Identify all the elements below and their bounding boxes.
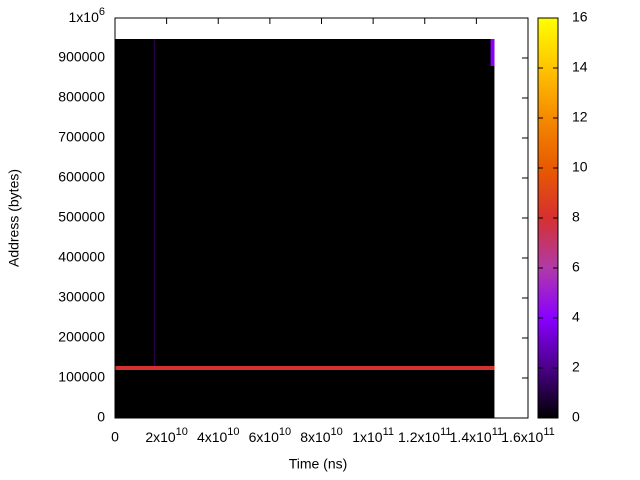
colorbar-tick-label: 12 <box>572 109 588 125</box>
colorbar-tick-label: 10 <box>572 159 588 175</box>
y-tick-label: 500000 <box>58 209 105 225</box>
y-tick-label: 300000 <box>58 289 105 305</box>
tick-label-base: 1x10 <box>69 9 100 25</box>
x-tick-label: 1.4x1011 <box>450 426 503 445</box>
tick-label-exponent: 6 <box>99 6 105 18</box>
y-tick-label: 1x106 <box>69 6 105 25</box>
y-axis-label: Address (bytes) <box>6 169 22 267</box>
y-tick-label: 800000 <box>58 89 105 105</box>
colorbar-tick-label: 0 <box>572 409 580 425</box>
tick-label-base: 8x10 <box>300 429 331 445</box>
y-tick-label: 0 <box>97 409 105 425</box>
colorbar-tick-label: 8 <box>572 209 580 225</box>
y-tick-label: 900000 <box>58 49 105 65</box>
y-tick-label: 100000 <box>58 369 105 385</box>
tick-label-base: 4x10 <box>197 429 228 445</box>
y-tick-label: 400000 <box>58 249 105 265</box>
heat-cell <box>490 39 495 66</box>
y-tick-label: 600000 <box>58 169 105 185</box>
x-tick-label: 2x1010 <box>145 426 188 445</box>
tick-label-base: 6x10 <box>249 429 280 445</box>
heat-cell <box>115 366 495 370</box>
heat-cell <box>153 39 156 366</box>
heat-cell <box>115 39 495 418</box>
tick-label-base: 1x10 <box>352 429 383 445</box>
x-tick-label: 8x1010 <box>300 426 343 445</box>
tick-label-exponent: 10 <box>279 426 291 438</box>
colorbar-tick-label: 2 <box>572 359 580 375</box>
tick-label-exponent: 11 <box>383 426 394 438</box>
colorbar-tick-label: 6 <box>572 259 580 275</box>
tick-label-exponent: 10 <box>176 426 188 438</box>
x-tick-label: 4x1010 <box>197 426 240 445</box>
x-tick-label: 6x1010 <box>249 426 292 445</box>
colorbar-tick-label: 14 <box>572 59 588 75</box>
tick-label-exponent: 11 <box>492 426 503 438</box>
x-tick-label: 0 <box>111 429 119 445</box>
y-tick-label: 700000 <box>58 129 105 145</box>
tick-label-exponent: 10 <box>227 426 239 438</box>
x-axis-label: Time (ns) <box>289 456 348 472</box>
colorbar-tick-label: 4 <box>572 309 580 325</box>
tick-label-base: 1.4x10 <box>450 429 492 445</box>
x-tick-label: 1x1011 <box>352 426 394 445</box>
tick-label-base: 1.2x10 <box>398 429 440 445</box>
x-tick-label: 1.2x1011 <box>398 426 451 445</box>
x-tick-label: 1.6x1011 <box>501 426 554 445</box>
colorbar-tick-label: 16 <box>572 9 588 25</box>
tick-label-base: 2x10 <box>145 429 176 445</box>
tick-label-exponent: 11 <box>440 426 451 438</box>
tick-label-base: 1.6x10 <box>501 429 543 445</box>
y-tick-label: 200000 <box>58 329 105 345</box>
tick-label-exponent: 10 <box>331 426 343 438</box>
tick-label-exponent: 11 <box>543 426 554 438</box>
